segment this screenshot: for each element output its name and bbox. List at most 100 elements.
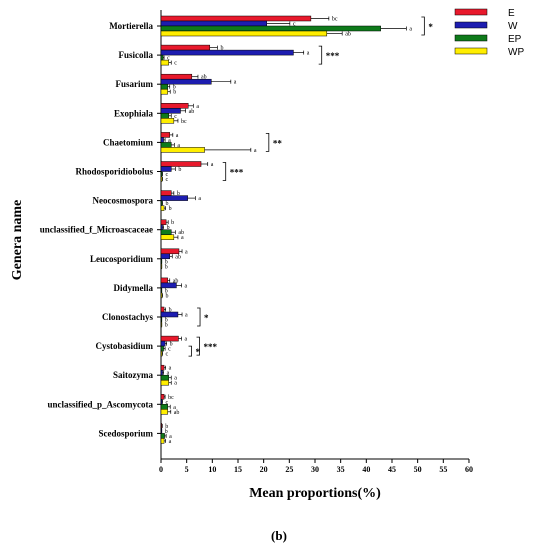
x-tick-label: 10 <box>208 465 216 474</box>
significance-letter: c <box>167 56 170 62</box>
significance-letter: bc <box>332 17 338 23</box>
significance-letter: a <box>196 104 199 110</box>
significance-bracket <box>197 307 201 327</box>
significance-letter: b <box>173 85 176 91</box>
significance-letter: a <box>185 313 188 319</box>
significance-letter: a <box>307 51 310 57</box>
significance-letter: a <box>177 143 180 149</box>
significance-letter: a <box>198 196 201 202</box>
significance-stars: *** <box>204 342 218 352</box>
legend-label: EP <box>508 34 522 45</box>
bar <box>160 200 163 206</box>
x-tick-label: 45 <box>388 465 396 474</box>
significance-letter: a <box>185 283 188 289</box>
significance-letter: ab <box>178 230 184 236</box>
significance-letter: c <box>166 400 169 406</box>
bar <box>160 292 163 299</box>
x-tick-label: 15 <box>234 465 242 474</box>
significance-letter: a <box>169 366 172 372</box>
significance-letter: b <box>165 264 168 270</box>
x-tick-label: 35 <box>337 465 345 474</box>
significance-letter: c <box>174 114 177 120</box>
bar <box>160 195 188 201</box>
significance-letter: b <box>169 206 172 212</box>
figure-caption: (b) <box>271 528 287 543</box>
bar <box>160 103 189 109</box>
significance-letter: b <box>165 259 168 265</box>
bar <box>160 379 169 386</box>
genus-label: Fusarium <box>115 79 153 89</box>
significance-letter: b <box>169 308 172 314</box>
significance-letter: a <box>181 235 184 241</box>
genus-label: Rhodosporidiobolus <box>75 167 153 177</box>
bar <box>160 78 212 85</box>
bar <box>160 49 294 56</box>
bar <box>160 88 168 95</box>
significance-letter: ab <box>174 410 180 416</box>
legend-swatch <box>454 21 488 29</box>
bar <box>160 147 205 153</box>
bar <box>160 364 165 371</box>
bar <box>160 132 170 138</box>
bar <box>160 59 169 66</box>
genus-label: Mortierella <box>109 21 153 31</box>
significance-letter: c <box>166 352 169 358</box>
significance-bracket <box>196 336 200 356</box>
legend: EW EP WP <box>454 8 524 58</box>
significance-letter: b <box>165 424 168 430</box>
significance-stars: * <box>428 22 433 32</box>
bar <box>160 423 163 429</box>
significance-stars: * <box>196 347 201 357</box>
significance-letter: a <box>174 381 177 387</box>
bar <box>160 404 168 410</box>
significance-letter: c <box>166 177 169 183</box>
bar <box>160 30 328 37</box>
significance-letter: b <box>177 191 180 197</box>
significance-letter: a <box>169 439 172 445</box>
significance-letter: a <box>409 27 412 33</box>
significance-bracket <box>188 345 192 357</box>
legend-swatch <box>454 8 488 16</box>
significance-stars: *** <box>230 168 244 178</box>
genus-label: Didymella <box>114 283 154 293</box>
genus-label: Neocosmospora <box>93 196 154 206</box>
significance-letter: c <box>166 172 169 178</box>
significance-bracket <box>222 162 227 181</box>
bar <box>160 113 169 119</box>
bar <box>160 83 168 90</box>
bar <box>160 409 168 415</box>
x-tick-label: 60 <box>465 465 473 474</box>
genus-label: Exophiala <box>114 108 154 118</box>
x-tick-label: 50 <box>414 465 422 474</box>
significance-stars: * <box>204 313 209 323</box>
bar <box>160 311 179 318</box>
significance-letter: c <box>174 61 177 67</box>
significance-letter: b <box>178 167 181 173</box>
significance-letter: b <box>165 323 168 329</box>
significance-letter: a <box>168 138 171 144</box>
bar <box>160 248 180 255</box>
significance-bracket <box>265 133 270 152</box>
x-axis-title: Mean proportions(%) <box>249 486 381 501</box>
significance-stars: *** <box>326 51 340 61</box>
bar <box>160 190 172 196</box>
significance-letter: a <box>176 133 179 139</box>
significance-letter: bc <box>181 119 187 125</box>
genus-label: Fusicolla <box>118 50 153 60</box>
genus-label: Scedosporium <box>98 428 153 438</box>
significance-letter: ab <box>189 109 195 115</box>
significance-bracket <box>421 16 425 36</box>
legend-swatch <box>454 34 488 42</box>
bar <box>160 345 164 352</box>
significance-letter: a <box>167 371 170 377</box>
x-tick-label: 55 <box>439 465 447 474</box>
bar <box>160 350 163 357</box>
x-tick-label: 0 <box>159 465 163 474</box>
significance-stars: ** <box>273 138 283 148</box>
significance-bracket <box>318 45 323 65</box>
bar <box>160 171 163 177</box>
significance-letter: c <box>293 22 296 28</box>
y-axis-title: Genera name <box>10 200 25 280</box>
